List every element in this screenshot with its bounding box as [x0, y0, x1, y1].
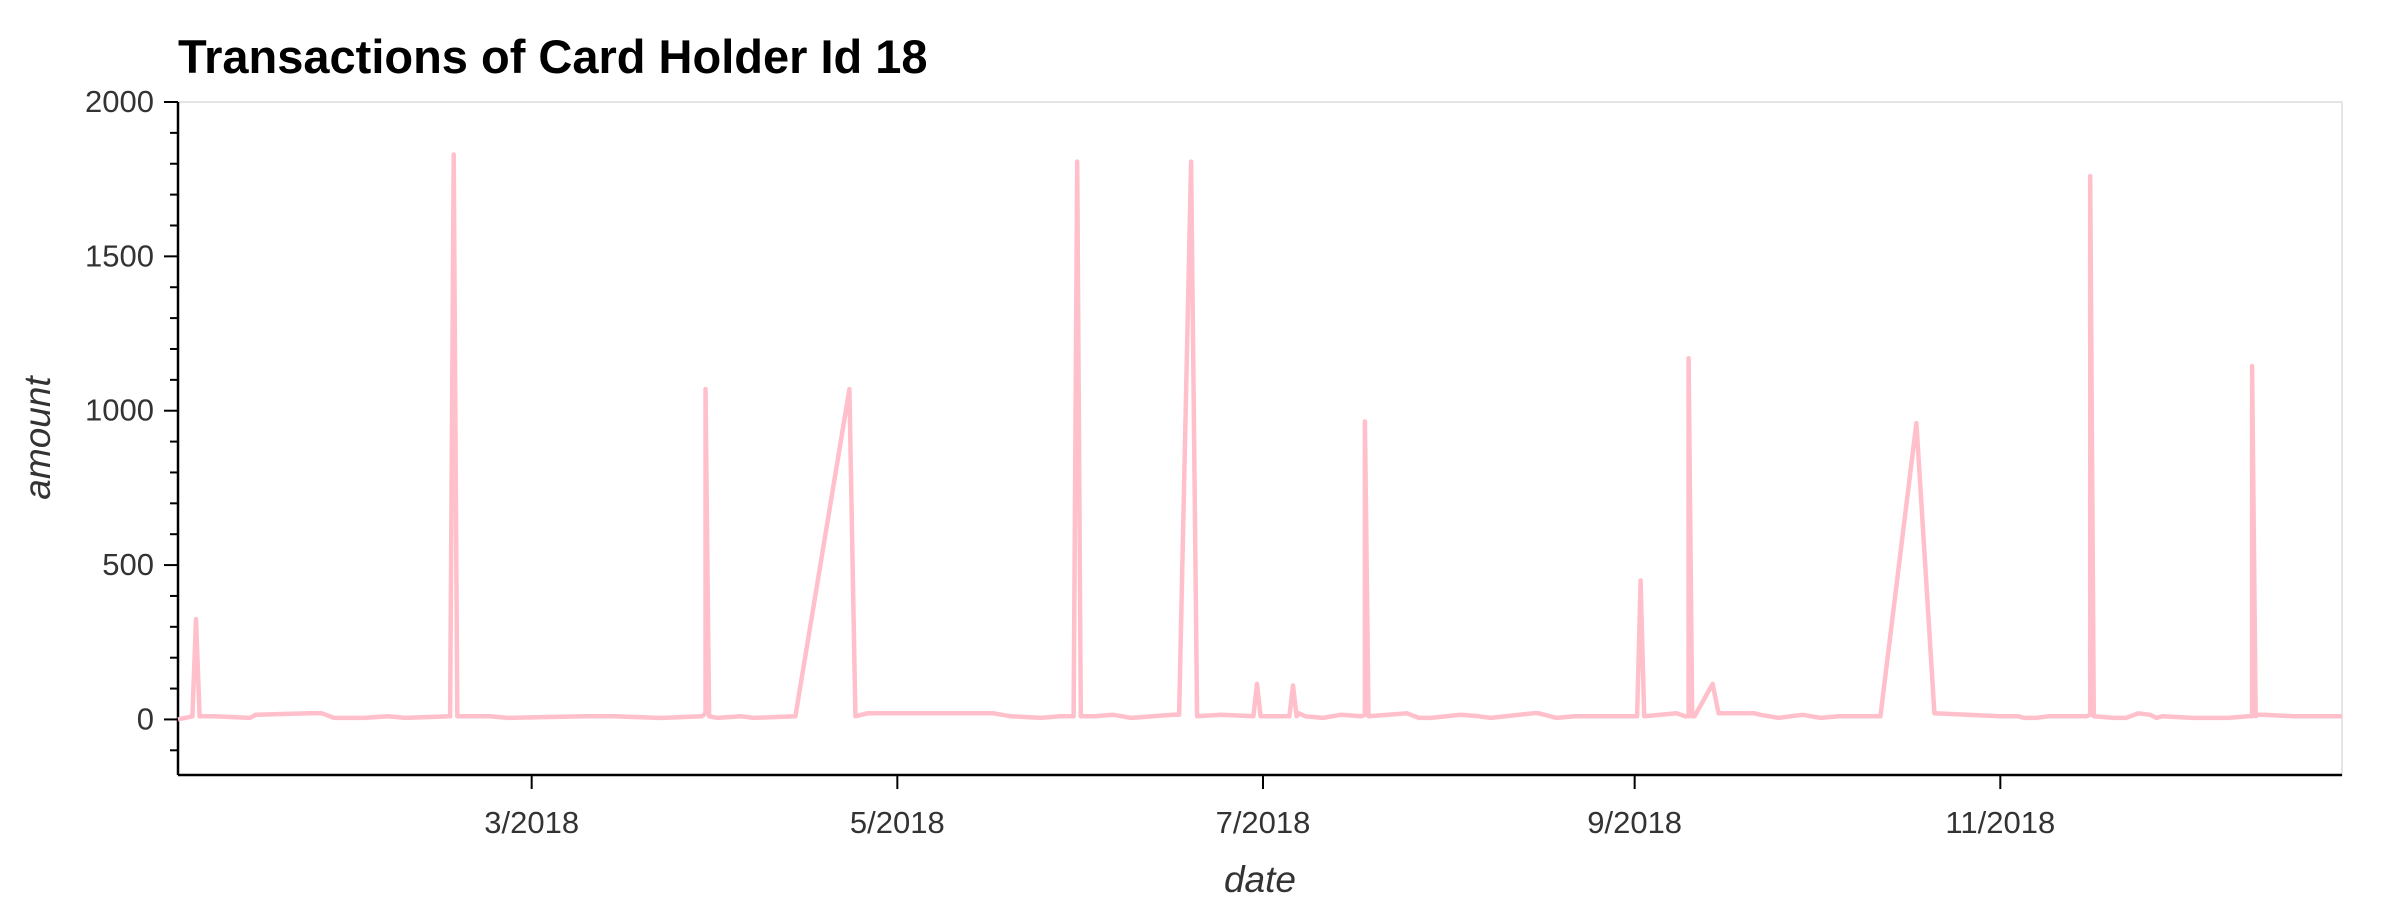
x-tick-label: 7/2018: [1216, 805, 1311, 840]
x-tick-label: 5/2018: [850, 805, 945, 840]
y-tick-label: 1000: [85, 393, 154, 428]
x-axis-label: date: [1224, 859, 1296, 900]
x-axis: 3/2018 5/2018 7/2018 9/2018 11/2018: [178, 773, 2342, 840]
y-axis-label: amount: [17, 375, 58, 500]
x-tick-label: 9/2018: [1587, 805, 1682, 840]
chart-title: Transactions of Card Holder Id 18: [178, 30, 928, 83]
y-tick-label: 2000: [85, 84, 154, 119]
plot-frame: [177, 101, 2343, 776]
data-layer: [177, 152, 2342, 722]
x-tick-label: 11/2018: [1945, 805, 2055, 840]
series-line: [177, 152, 2342, 722]
y-axis: 0 500 1000 1500 2000: [85, 84, 180, 775]
y-tick-label: 500: [102, 547, 154, 582]
y-tick-label: 1500: [85, 238, 154, 273]
x-tick-label: 3/2018: [484, 805, 579, 840]
y-tick-label: 0: [137, 701, 154, 736]
